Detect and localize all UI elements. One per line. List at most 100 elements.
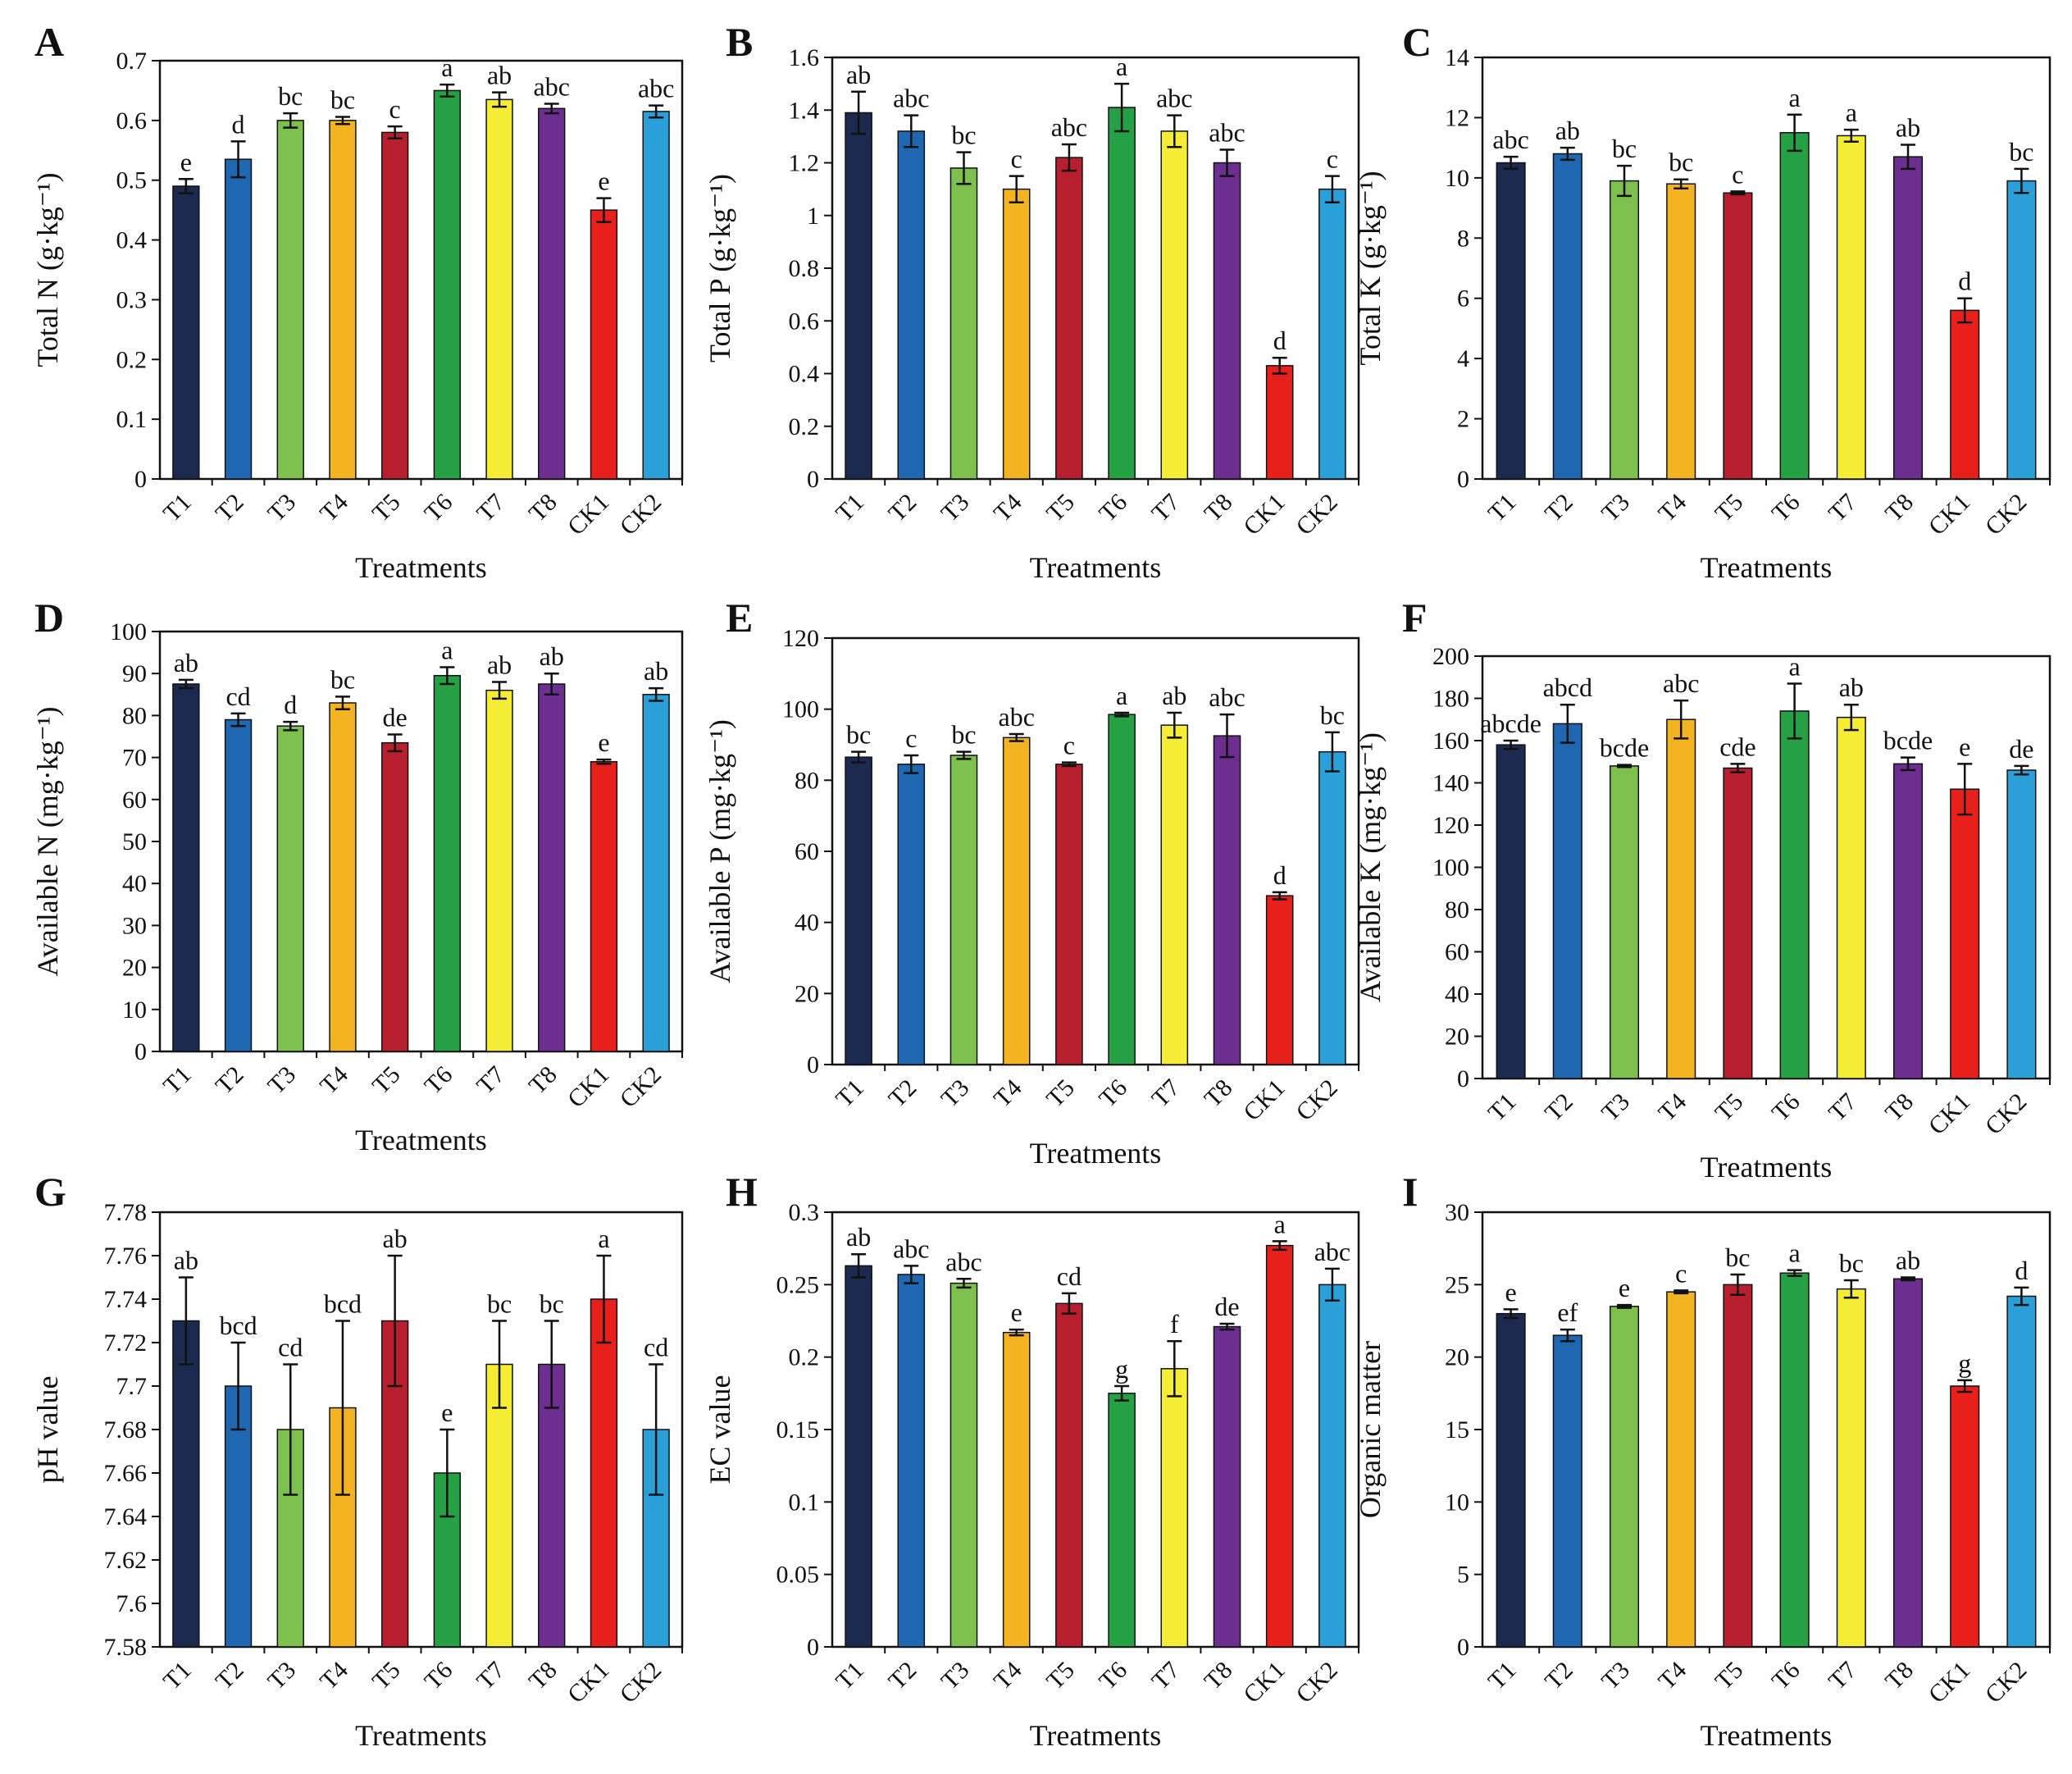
x-axis-label: Treatments	[1701, 551, 1833, 584]
significance-letter: bc	[2009, 137, 2033, 166]
category-label: T3	[1596, 1657, 1635, 1695]
category-label: T5	[1041, 489, 1080, 527]
panel-c: C 0 2 4 6 8 10 12 14 abc T1 ab T2 bc T3 bc T4 c T5 a T6 a T7 ab…	[1354, 19, 2052, 584]
category-label: T2	[883, 1657, 922, 1695]
category-label: T2	[883, 489, 922, 527]
bar-t4	[1002, 737, 1031, 1065]
bar-t8	[1213, 1325, 1241, 1648]
category-label: T4	[989, 489, 1027, 527]
category-label: T3	[262, 1061, 301, 1100]
panel-f: F020406080100120140160180200abcdeT1abcdT…	[1354, 595, 2052, 1183]
panel-letter: E	[726, 595, 753, 641]
significance-letter: g	[1115, 1354, 1128, 1384]
significance-letter: abc	[998, 702, 1034, 732]
category-label: T2	[883, 1074, 922, 1113]
y-tick-label: 8	[1457, 225, 1469, 252]
bar-t4	[1002, 188, 1031, 480]
significance-letter: abc	[1209, 682, 1245, 712]
y-tick-label: 1.4	[789, 97, 820, 124]
significance-letter: cd	[225, 682, 250, 711]
category-label: T8	[1200, 489, 1238, 527]
y-tick-label: 0.4	[116, 227, 148, 254]
significance-letter: cd	[1057, 1261, 1082, 1291]
significance-letter: ab	[1162, 681, 1186, 710]
y-tick-label: 7.7	[116, 1373, 148, 1400]
category-label: CK1	[1238, 489, 1290, 540]
category-label: T4	[1653, 1657, 1692, 1695]
panel-letter: F	[1402, 595, 1428, 641]
y-tick-label: 200	[1432, 643, 1469, 670]
y-tick-label: 10	[1445, 1489, 1469, 1516]
significance-letter: bc	[951, 720, 976, 750]
y-tick-label: 120	[782, 625, 819, 652]
significance-letter: d	[2015, 1256, 2028, 1285]
significance-letter: bc	[846, 720, 871, 750]
x-axis-label: Treatments	[1701, 1151, 1833, 1183]
category-label: T1	[1483, 1657, 1522, 1695]
category-label: T6	[1767, 1657, 1806, 1695]
y-tick-label: 20	[122, 955, 147, 982]
y-tick-label: 4	[1457, 345, 1469, 372]
x-axis-label: Treatments	[1030, 1719, 1162, 1752]
panel-b: B 0 0.2 0.4 0.6 0.8 1 1.2 1.4 1.6 ab T1 abc T2 bc T3 c T4…	[704, 19, 1360, 584]
significance-letter: bc	[1320, 700, 1345, 730]
panel-letter: I	[1402, 1169, 1418, 1215]
significance-letter: e	[598, 727, 609, 757]
y-tick-label: 0.1	[789, 1489, 820, 1516]
bar-t4	[1666, 183, 1696, 480]
bar-ck2	[2006, 1295, 2037, 1648]
significance-letter: a	[1788, 1238, 1800, 1268]
bar-t6	[1779, 1272, 1810, 1648]
significance-letter: e	[180, 147, 192, 176]
y-tick-label: 0.1	[116, 406, 148, 433]
bar-t4	[1666, 718, 1696, 1079]
bar-t5	[1723, 1284, 1753, 1648]
bar-t8	[538, 107, 566, 480]
y-tick-label: 0.6	[789, 308, 820, 335]
y-tick-label: 60	[122, 787, 147, 814]
x-axis-label: Treatments	[1030, 1137, 1162, 1170]
category-label: T5	[367, 489, 406, 527]
bar-ck2	[1318, 1284, 1346, 1648]
y-tick-label: 7.58	[104, 1634, 148, 1661]
category-label: T8	[524, 489, 562, 527]
category-label: T2	[1540, 1088, 1578, 1127]
y-tick-label: 0.2	[789, 413, 820, 440]
significance-letter: cd	[278, 1333, 303, 1362]
significance-letter: abc	[893, 1234, 929, 1263]
category-label: T7	[1146, 1657, 1185, 1695]
significance-letter: d	[1273, 860, 1286, 890]
category-label: T6	[1094, 1657, 1132, 1695]
bar-t6	[1108, 1393, 1136, 1648]
y-tick-label: 0.7	[116, 48, 148, 75]
bar-t8	[1213, 735, 1241, 1065]
significance-letter: c	[1327, 144, 1338, 174]
category-label: T3	[262, 1657, 301, 1695]
significance-letter: a	[1788, 651, 1800, 681]
significance-letter: bc	[951, 121, 976, 150]
bar-ck2	[1318, 188, 1346, 480]
bar-t8	[1892, 1278, 1924, 1648]
category-label: T8	[1880, 489, 1919, 527]
y-tick-label: 120	[1432, 812, 1469, 839]
category-label: T4	[315, 489, 353, 527]
bar-t4	[329, 120, 357, 480]
y-tick-label: 15	[1445, 1416, 1469, 1443]
significance-letter: c	[1011, 144, 1022, 174]
y-tick-label: 20	[795, 980, 819, 1007]
bar-t5	[1055, 1302, 1083, 1648]
x-axis-label: Treatments	[355, 1124, 487, 1156]
significance-letter: de	[383, 702, 408, 732]
y-tick-label: 0.5	[116, 167, 148, 194]
category-label: CK1	[562, 1061, 614, 1113]
significance-letter: c	[1063, 731, 1075, 760]
category-label: T7	[471, 1657, 510, 1695]
category-label: T1	[158, 489, 197, 527]
y-tick-label: 0.6	[116, 107, 148, 135]
bar-t7	[485, 1363, 513, 1648]
y-tick-label: 10	[1445, 165, 1469, 192]
y-tick-label: 60	[1445, 939, 1469, 966]
bar-t5	[1055, 764, 1083, 1065]
bar-t8	[1892, 763, 1924, 1079]
